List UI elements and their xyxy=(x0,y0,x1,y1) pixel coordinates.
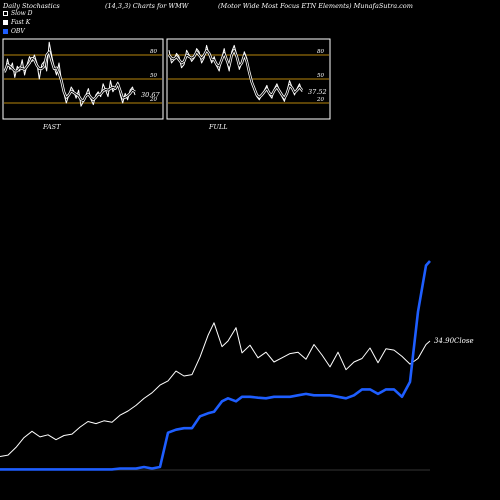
chart-type-label: Daily Stochastics xyxy=(3,2,60,10)
fast-panel-title: FAST xyxy=(42,123,61,131)
fast-ytick-label: 50 xyxy=(150,73,157,79)
instrument-name: (Motor Wide Most Focus ETN Elements) Mun… xyxy=(218,2,413,10)
fast-panel-frame xyxy=(2,38,164,120)
obv-line xyxy=(0,260,431,471)
legend-label-fast-k: Fast K xyxy=(11,19,31,26)
full-ytick-label: 80 xyxy=(317,49,324,55)
full-last-value-label: 37.52 xyxy=(308,88,327,96)
full-slow-d-outline xyxy=(167,48,304,100)
full-panel-title: FULL xyxy=(208,123,228,131)
legend-item-fast-k: Fast K xyxy=(3,19,30,26)
price-close-label: 34.90Close xyxy=(434,337,474,345)
full-ytick-label: 50 xyxy=(317,73,324,79)
obv-swatch xyxy=(3,29,8,34)
price-obv-panel: 34.90Close xyxy=(0,260,474,471)
legend-label-slow-d: Slow D xyxy=(11,10,33,17)
full-slow-d-line xyxy=(168,49,303,99)
price-close-line xyxy=(0,322,431,457)
full-ytick-label: 20 xyxy=(316,97,324,103)
full-panel-frame xyxy=(166,38,331,120)
fast-k-swatch xyxy=(3,20,8,25)
fast-ytick-label: 20 xyxy=(149,97,157,103)
legend-label-obv: OBV xyxy=(11,28,25,35)
legend-item-slow-d: Slow D xyxy=(3,10,33,17)
fast-last-value-label: 30.67 xyxy=(141,91,160,99)
legend-item-obv: OBV xyxy=(3,28,25,35)
chart-params-title: (14,3,3) Charts for WMW xyxy=(105,2,189,10)
fast-fast-k-line xyxy=(4,41,136,107)
slow-d-swatch xyxy=(3,11,8,16)
fast-slow-d-line xyxy=(4,51,136,102)
fast-ytick-label: 80 xyxy=(150,49,157,55)
